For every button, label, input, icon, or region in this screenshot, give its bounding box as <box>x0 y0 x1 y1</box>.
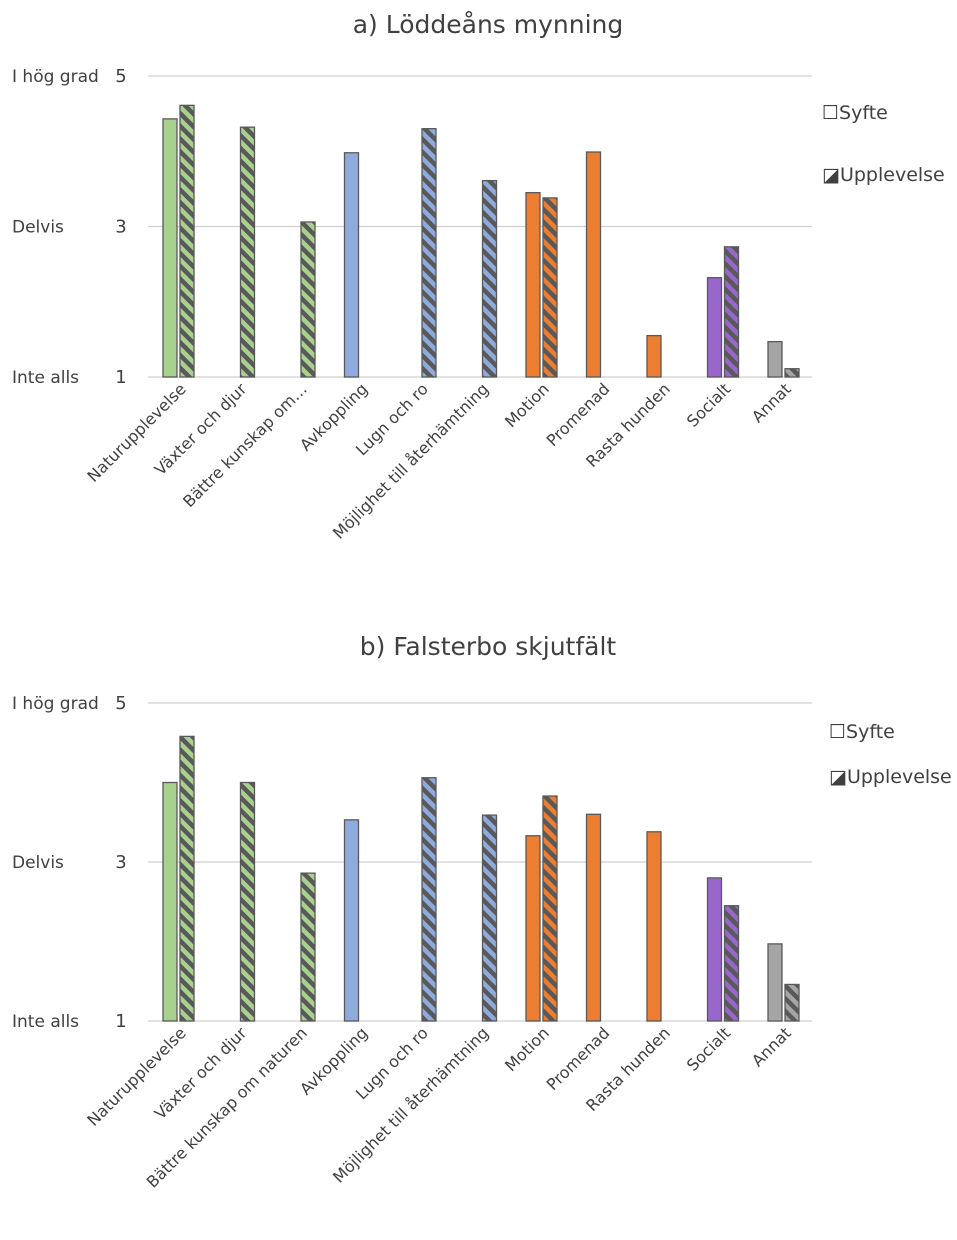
y-category-label: Delvis <box>12 218 64 238</box>
y-tick-label: 1 <box>115 367 126 388</box>
x-category-label: Socialt <box>683 379 734 430</box>
x-category-label: Motion <box>501 379 553 431</box>
x-category-label: Annat <box>748 379 795 426</box>
bar-upplevelse-10 <box>723 246 740 378</box>
legend-syfte: ☐Syfte <box>829 721 895 743</box>
bar-syfte-1 <box>162 118 178 378</box>
bar-syfte-11 <box>767 943 783 1022</box>
bar-syfte-4 <box>343 819 360 1022</box>
bar-syfte-10 <box>706 877 723 1022</box>
x-category-label: Socialt <box>683 1023 734 1074</box>
chart-b: b) Falsterbo skjutfält 1 Inte alls 3 Delvis 5… <box>12 632 952 1192</box>
bar-upplevelse-2 <box>239 126 256 378</box>
bar-upplevelse-5 <box>421 128 437 378</box>
bar-syfte-1 <box>162 781 178 1022</box>
legend-upplevelse: ◪Upplevelse <box>829 766 952 788</box>
x-category-label: Naturupplevelse <box>83 1023 189 1129</box>
bar-upplevelse-6 <box>481 814 498 1022</box>
bar-syfte-11 <box>767 340 783 378</box>
y-tick-label: 5 <box>115 693 126 714</box>
x-category-label: Naturupplevelse <box>83 379 189 485</box>
bar-upplevelse-7 <box>542 197 558 378</box>
bar-upplevelse-7 <box>542 795 558 1022</box>
bar-syfte-7 <box>525 835 541 1022</box>
bar-upplevelse-6 <box>481 179 498 378</box>
y-category-label: Delvis <box>12 853 64 873</box>
y-tick-label: 3 <box>115 217 126 238</box>
legend-syfte: ☐Syfte <box>822 102 888 124</box>
bar-syfte-10 <box>706 277 723 378</box>
bar-upplevelse-5 <box>421 777 437 1022</box>
bar-upplevelse-2 <box>239 781 256 1022</box>
bar-syfte-9 <box>646 334 662 378</box>
bar-upplevelse-11 <box>784 368 800 378</box>
bar-upplevelse-10 <box>723 905 740 1022</box>
bar-upplevelse-3 <box>300 872 316 1022</box>
chart-title: a) Löddeåns mynning <box>353 10 624 39</box>
y-category-label: Inte alls <box>12 368 79 388</box>
y-tick-label: 1 <box>115 1011 126 1032</box>
bar-upplevelse-3 <box>300 221 316 378</box>
x-category-label: Motion <box>501 1023 553 1075</box>
x-category-label: Bättre kunskap om… <box>179 379 311 511</box>
y-category-label: Inte alls <box>12 1012 79 1032</box>
x-category-label: Annat <box>748 1023 795 1070</box>
y-category-label: I hög grad <box>12 67 99 87</box>
bar-upplevelse-1 <box>179 735 195 1022</box>
bar-syfte-8 <box>585 151 602 378</box>
bar-upplevelse-1 <box>179 104 195 378</box>
bar-syfte-9 <box>646 831 662 1022</box>
bar-syfte-4 <box>343 152 360 378</box>
y-tick-label: 3 <box>115 852 126 873</box>
bar-upplevelse-11 <box>784 983 800 1022</box>
bar-syfte-7 <box>525 191 541 378</box>
chart-title: b) Falsterbo skjutfält <box>360 632 617 661</box>
y-category-label: I hög grad <box>12 694 99 714</box>
bar-syfte-8 <box>585 813 602 1022</box>
y-tick-label: 5 <box>115 66 126 87</box>
chart-a: a) Löddeåns mynning 1 Inte alls 3 Delvis 5 I h… <box>12 10 945 543</box>
legend-upplevelse: ◪Upplevelse <box>822 164 945 186</box>
